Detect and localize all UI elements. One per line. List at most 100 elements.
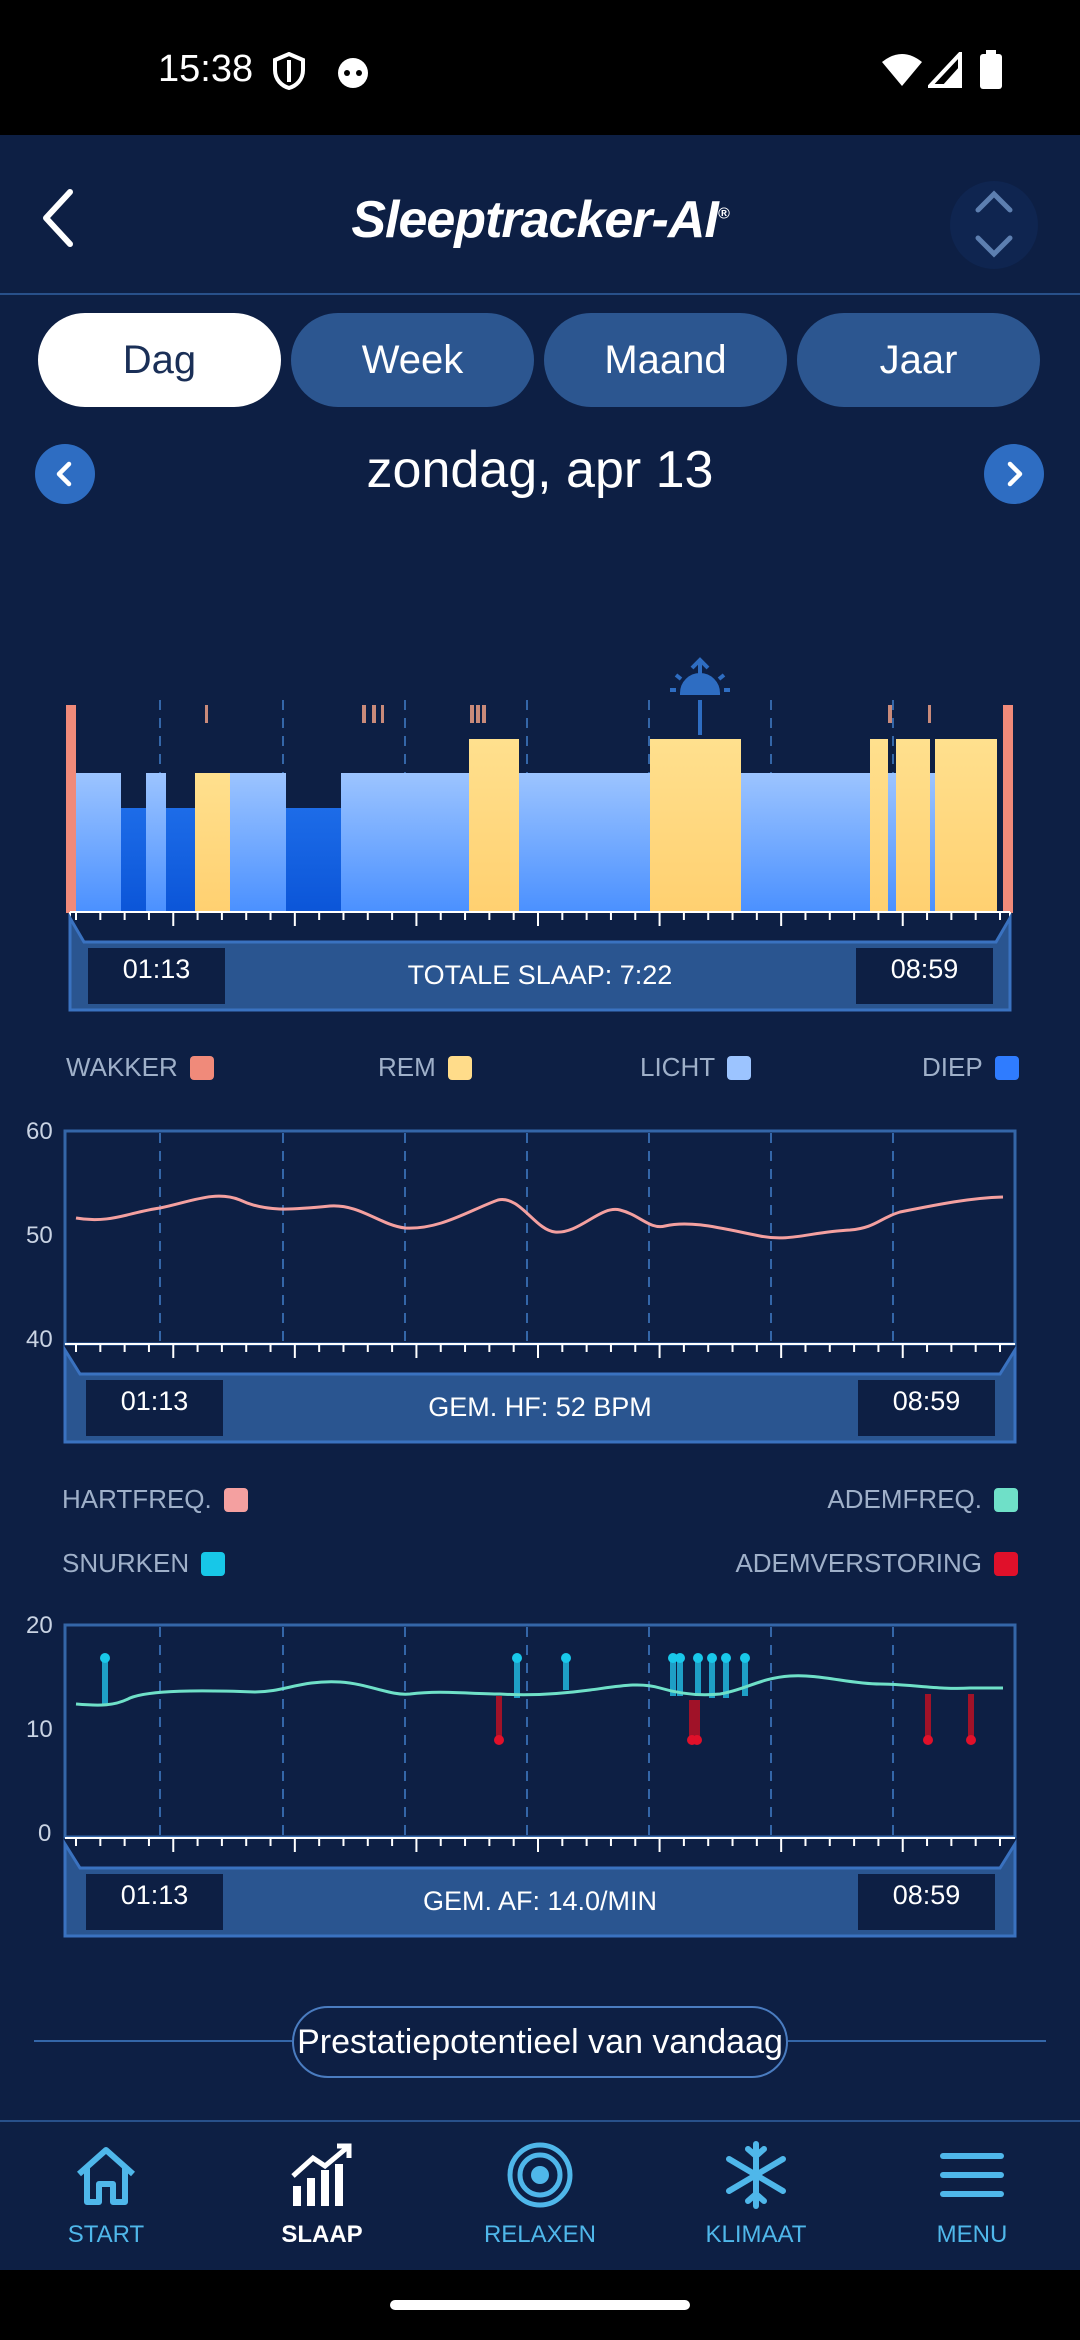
stage-bars xyxy=(66,705,1013,913)
nav-label: MENU xyxy=(936,2221,1008,2248)
legend-wakker: WAKKER xyxy=(66,1052,214,1083)
tab-maand[interactable]: Maand xyxy=(544,313,787,407)
stage-wakker xyxy=(1003,705,1013,913)
signal-icon xyxy=(928,52,962,88)
shield-icon xyxy=(273,52,305,90)
stage-licht xyxy=(146,773,166,913)
app-logo: Sleeptracker-AI® xyxy=(0,190,1080,250)
logo-mark: ® xyxy=(717,205,730,223)
hr-axis-ticks xyxy=(75,1344,1001,1358)
back-arrow-icon[interactable] xyxy=(38,188,78,248)
next-day-button[interactable] xyxy=(984,444,1044,504)
stage-rem xyxy=(195,773,230,913)
legend-ademfreq: ADEMFREQ. xyxy=(827,1484,1018,1515)
sleep-end-time: 08:59 xyxy=(890,954,959,984)
total-sleep-label: TOTALE SLAAP: 7:22 xyxy=(407,960,673,990)
tab-week[interactable]: Week xyxy=(291,313,534,407)
stage-rem xyxy=(870,739,888,913)
snowflake-icon xyxy=(726,2141,786,2209)
af-start-time: 01:13 xyxy=(120,1880,189,1910)
legend-swatch xyxy=(994,1551,1018,1576)
menu-icon xyxy=(940,2153,1004,2197)
breathing-rate-line xyxy=(75,1674,1003,1707)
axis-ticks xyxy=(75,912,1001,926)
nav-label: KLIMAAT xyxy=(705,2221,807,2248)
af-axis-ticks xyxy=(75,1838,1001,1852)
nav-klimaat[interactable]: KLIMAAT xyxy=(666,2140,846,2249)
hr-y-tick: 50 xyxy=(26,1222,53,1249)
legend-swatch xyxy=(189,1055,214,1080)
stage-wakker xyxy=(66,705,76,913)
wifi-icon xyxy=(882,54,922,86)
hr-y-tick: 40 xyxy=(26,1326,53,1353)
stage-diep xyxy=(121,808,146,913)
stage-diep xyxy=(166,808,195,913)
af-y-tick: 20 xyxy=(26,1612,53,1639)
battery-icon xyxy=(980,50,1002,89)
legend-swatch xyxy=(994,1487,1018,1512)
nav-slaap[interactable]: SLAAP xyxy=(232,2140,412,2249)
divider-right xyxy=(788,2040,1046,2042)
chevron-left-icon xyxy=(56,461,72,487)
cat-icon xyxy=(338,58,368,88)
legend-swatch xyxy=(727,1055,752,1080)
divider-left xyxy=(34,2040,292,2042)
af-y-tick: 0 xyxy=(38,1820,52,1847)
time-axis xyxy=(69,911,1011,928)
nav-label: RELAXEN xyxy=(483,2221,597,2248)
sleep-start-time: 01:13 xyxy=(122,954,191,984)
status-time: 15:38 xyxy=(158,48,254,90)
snore-markers xyxy=(100,1653,750,1704)
legend-swatch xyxy=(201,1551,226,1576)
hr-end-time: 08:59 xyxy=(892,1386,961,1416)
hr-start-time: 01:13 xyxy=(120,1386,189,1416)
heart-rate-chart xyxy=(63,1129,1017,1444)
app-bar xyxy=(0,135,1080,295)
stage-diep xyxy=(286,808,341,913)
legend-swatch xyxy=(223,1487,248,1512)
avg-af-label: GEM. AF: 14.0/MIN xyxy=(422,1886,658,1916)
legend-snurken: SNURKEN xyxy=(62,1548,226,1579)
af-y-tick: 10 xyxy=(26,1716,53,1743)
legend-swatch xyxy=(994,1055,1019,1080)
legend-swatch xyxy=(447,1055,472,1080)
home-icon xyxy=(77,2147,135,2205)
performance-button[interactable]: Prestatiepotentieel van vandaag xyxy=(292,2006,788,2078)
tab-dag[interactable]: Dag xyxy=(38,313,281,407)
stage-licht xyxy=(888,773,896,913)
target-icon xyxy=(507,2142,573,2208)
stage-licht xyxy=(930,773,935,913)
legend-rem: REM xyxy=(378,1052,472,1083)
legend-hartfreq: HARTFREQ. xyxy=(62,1484,248,1515)
tab-jaar[interactable]: Jaar xyxy=(797,313,1040,407)
stage-rem xyxy=(935,739,997,913)
stage-licht xyxy=(741,773,870,913)
nav-label: START xyxy=(67,2221,145,2248)
stage-licht xyxy=(76,773,121,913)
disturbance-markers xyxy=(494,1694,976,1745)
avg-hr-label: GEM. HF: 52 BPM xyxy=(428,1392,652,1422)
logo-text: Sleeptracker-AI xyxy=(351,191,719,249)
nav-label: SLAAP xyxy=(281,2221,363,2248)
prev-day-button[interactable] xyxy=(35,444,95,504)
breathing-chart xyxy=(63,1623,1017,1938)
chevron-right-icon xyxy=(1007,461,1023,487)
stage-licht xyxy=(230,773,286,913)
hr-y-tick: 60 xyxy=(26,1118,53,1145)
stage-rem xyxy=(469,739,519,913)
nav-menu[interactable]: MENU xyxy=(882,2140,1062,2249)
legend-ademverstoring: ADEMVERSTORING xyxy=(735,1548,1018,1579)
home-indicator[interactable] xyxy=(390,2300,690,2310)
stage-licht xyxy=(341,773,469,913)
nav-start[interactable]: START xyxy=(16,2140,196,2249)
heart-rate-line xyxy=(75,1194,1004,1240)
nav-relaxen[interactable]: RELAXEN xyxy=(450,2140,630,2249)
device-switch-icon[interactable] xyxy=(948,180,1040,270)
stage-rem xyxy=(650,739,741,913)
status-bar: 15:38 xyxy=(0,0,1080,135)
chart-icon xyxy=(291,2143,352,2206)
sleep-stages-chart xyxy=(66,657,1013,1012)
stage-licht xyxy=(519,773,650,913)
legend-licht: LICHT xyxy=(640,1052,752,1083)
af-end-time: 08:59 xyxy=(892,1880,961,1910)
